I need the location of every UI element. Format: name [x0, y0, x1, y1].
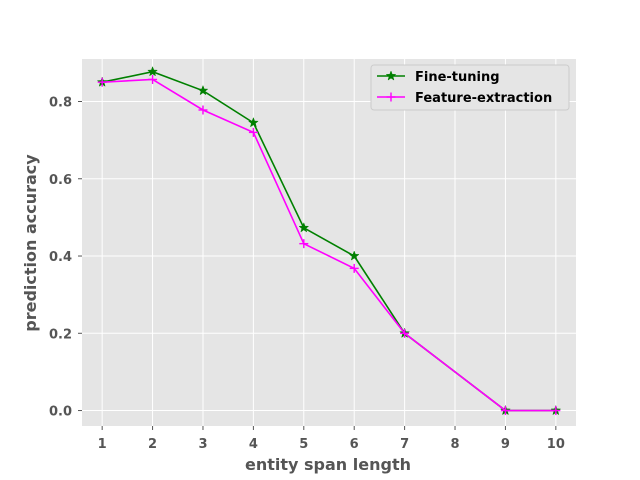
x-tick-label: 5 — [299, 437, 308, 452]
data-point — [197, 84, 209, 96]
legend-box — [370, 64, 570, 111]
data-point — [248, 127, 258, 137]
data-point — [148, 74, 158, 84]
series-1 — [97, 74, 561, 416]
legend-label-feature-extraction: Feature-extraction — [415, 91, 552, 106]
data-point — [198, 105, 208, 115]
data-point — [348, 250, 360, 261]
legend: Fine-tuning Feature-extraction — [370, 64, 570, 111]
x-tick-label: 10 — [547, 437, 565, 452]
data-point — [247, 117, 259, 128]
y-axis-ticks: 0.0 0.2 0.4 0.6 0.8 — [49, 95, 82, 420]
series-layer — [96, 66, 562, 416]
x-tick-label: 8 — [450, 437, 459, 452]
data-point — [147, 66, 159, 77]
data-point — [551, 406, 561, 416]
x-tick-label: 3 — [198, 437, 207, 452]
x-axis-label: entity span length — [245, 455, 411, 474]
y-tick-label: 0.0 — [49, 405, 72, 420]
data-point — [299, 239, 309, 249]
data-point — [400, 328, 410, 338]
y-tick-label: 0.4 — [49, 250, 72, 265]
y-tick-label: 0.6 — [49, 173, 72, 188]
data-point — [97, 77, 107, 87]
x-tick-label: 6 — [350, 437, 359, 452]
data-point — [500, 406, 510, 416]
x-tick-label: 1 — [98, 437, 107, 452]
x-tick-label: 2 — [148, 437, 157, 452]
y-tick-label: 0.2 — [49, 327, 72, 342]
legend-marker-fine-tuning — [385, 70, 397, 81]
data-point — [298, 222, 310, 233]
legend-marker-feature-extraction — [386, 92, 396, 102]
data-point — [349, 263, 359, 273]
legend-label-fine-tuning: Fine-tuning — [415, 70, 500, 85]
x-tick-label: 4 — [249, 437, 258, 452]
y-tick-label: 0.8 — [49, 95, 72, 110]
grid — [82, 59, 576, 426]
x-tick-label: 9 — [501, 437, 510, 452]
x-axis-ticks: 1 2 3 4 5 6 7 8 9 10 — [98, 426, 565, 452]
y-axis-label: prediction accuracy — [21, 154, 40, 332]
x-tick-label: 7 — [400, 437, 409, 452]
